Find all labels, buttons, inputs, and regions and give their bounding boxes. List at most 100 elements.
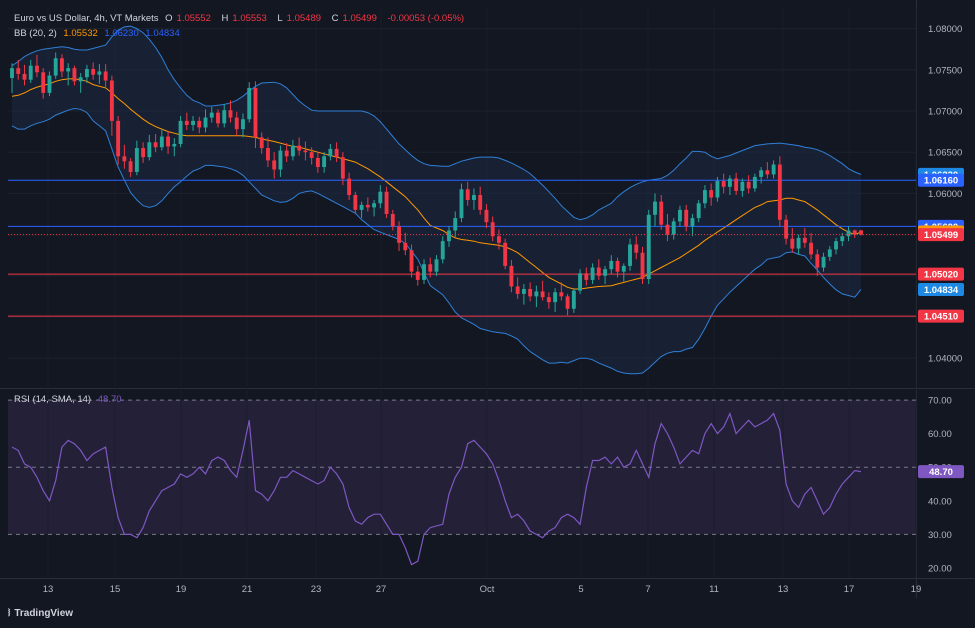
candle-body <box>47 75 52 93</box>
candle-body <box>690 218 695 227</box>
candle-body <box>565 296 570 309</box>
candle-body <box>184 120 189 125</box>
candle-body <box>347 178 352 196</box>
bb-legend[interactable]: BB (20, 2) 1.05532 1.06230 1.04834 <box>14 28 184 39</box>
candle-body <box>777 164 782 220</box>
candle-body <box>116 120 121 157</box>
time-tick-label: 11 <box>709 584 719 595</box>
candle-body <box>222 110 227 124</box>
candle-body <box>234 117 239 130</box>
candle-body <box>109 80 114 121</box>
candle-body <box>365 204 370 208</box>
close-value: 1.05499 <box>342 13 377 24</box>
candle-body <box>10 68 14 79</box>
level-tag: 1.05020 <box>924 270 958 281</box>
candle-body <box>266 148 270 161</box>
candle-body <box>390 213 395 227</box>
level-tag: 1.04510 <box>924 312 958 323</box>
candle-body <box>322 156 327 168</box>
level-tag-bg <box>918 173 964 187</box>
candle-body <box>671 221 676 235</box>
candle-body <box>253 87 258 138</box>
candle-body <box>60 58 64 72</box>
candle-body <box>659 201 664 225</box>
open-label: O <box>165 13 173 24</box>
candle-body <box>503 242 508 266</box>
candle-body <box>640 252 645 280</box>
tradingview-logo[interactable]: ⧘ TradingView <box>8 607 73 620</box>
candle-body <box>546 297 551 303</box>
candle-body <box>653 201 657 215</box>
candle-body <box>35 65 39 73</box>
candle-body <box>802 237 807 243</box>
bb-lower-value: 1.04834 <box>145 28 180 39</box>
candle-body <box>678 209 682 222</box>
candle-body <box>303 150 308 153</box>
close-label: C <box>331 13 339 24</box>
rsi-line <box>11 411 862 566</box>
candle-body <box>141 148 146 158</box>
candle-body <box>297 145 302 151</box>
candle-body <box>122 156 127 162</box>
candle-body <box>203 117 208 128</box>
candle-body <box>540 291 545 298</box>
candle-body <box>159 136 164 148</box>
candle-body <box>665 224 670 235</box>
candle-body <box>178 120 183 144</box>
candle-body <box>521 288 526 294</box>
candle-body <box>359 204 364 210</box>
candle-body <box>771 164 776 175</box>
time-tick-label: 13 <box>778 584 789 595</box>
candle-body <box>384 191 389 214</box>
candle-body <box>584 273 589 280</box>
candle-body <box>815 254 820 268</box>
time-tick-label: 17 <box>844 584 855 595</box>
rsi-value: 48.70 <box>97 394 122 405</box>
rsi-tick-label: 40.00 <box>928 496 952 507</box>
candle-body <box>628 244 632 266</box>
rsi-tick-label: 70.00 <box>928 396 952 407</box>
candle-body <box>721 181 726 187</box>
candle-body <box>134 148 139 172</box>
candle-body <box>478 195 483 210</box>
time-tick-label: 5 <box>578 584 583 595</box>
candle-body <box>615 260 620 272</box>
price-tick-label: 1.04000 <box>928 354 962 365</box>
candle-body <box>415 271 420 280</box>
time-tick-label: 19 <box>176 584 187 595</box>
candle-body <box>790 238 795 249</box>
low-label: L <box>277 13 283 24</box>
symbol-title: Euro vs US Dollar, 4h, VT Markets <box>14 13 159 24</box>
candle-body <box>796 237 801 249</box>
candle-body <box>78 77 83 82</box>
rsi-legend[interactable]: RSI (14, SMA, 14) 48.70 <box>14 394 126 405</box>
candle-body <box>746 181 751 189</box>
tradingview-icon: ⧘ <box>8 607 11 619</box>
candle-body <box>216 112 220 124</box>
candle-body <box>403 242 408 251</box>
price-tick-label: 1.06500 <box>928 148 962 159</box>
candle-body <box>378 191 383 204</box>
candle-body <box>128 161 133 172</box>
candle-body <box>715 181 720 198</box>
candle-body <box>328 148 333 157</box>
candle-body <box>465 189 470 200</box>
candle-body <box>166 136 171 147</box>
time-tick-label: 23 <box>311 584 322 595</box>
candle-body <box>103 71 108 81</box>
time-tick-label: 13 <box>43 584 54 595</box>
bb-lower-line <box>11 107 862 375</box>
candle-body <box>684 209 689 227</box>
candle-body <box>528 288 533 297</box>
candle-body <box>621 265 626 272</box>
candle-body <box>752 176 757 189</box>
candle-body <box>827 249 832 257</box>
candle-body <box>590 267 595 280</box>
candle-body <box>16 68 21 74</box>
rsi-tick-label: 30.00 <box>928 530 952 541</box>
candle-body <box>534 291 539 297</box>
candle-body <box>490 222 495 237</box>
candle-body <box>72 68 77 82</box>
candle-body <box>284 150 289 157</box>
